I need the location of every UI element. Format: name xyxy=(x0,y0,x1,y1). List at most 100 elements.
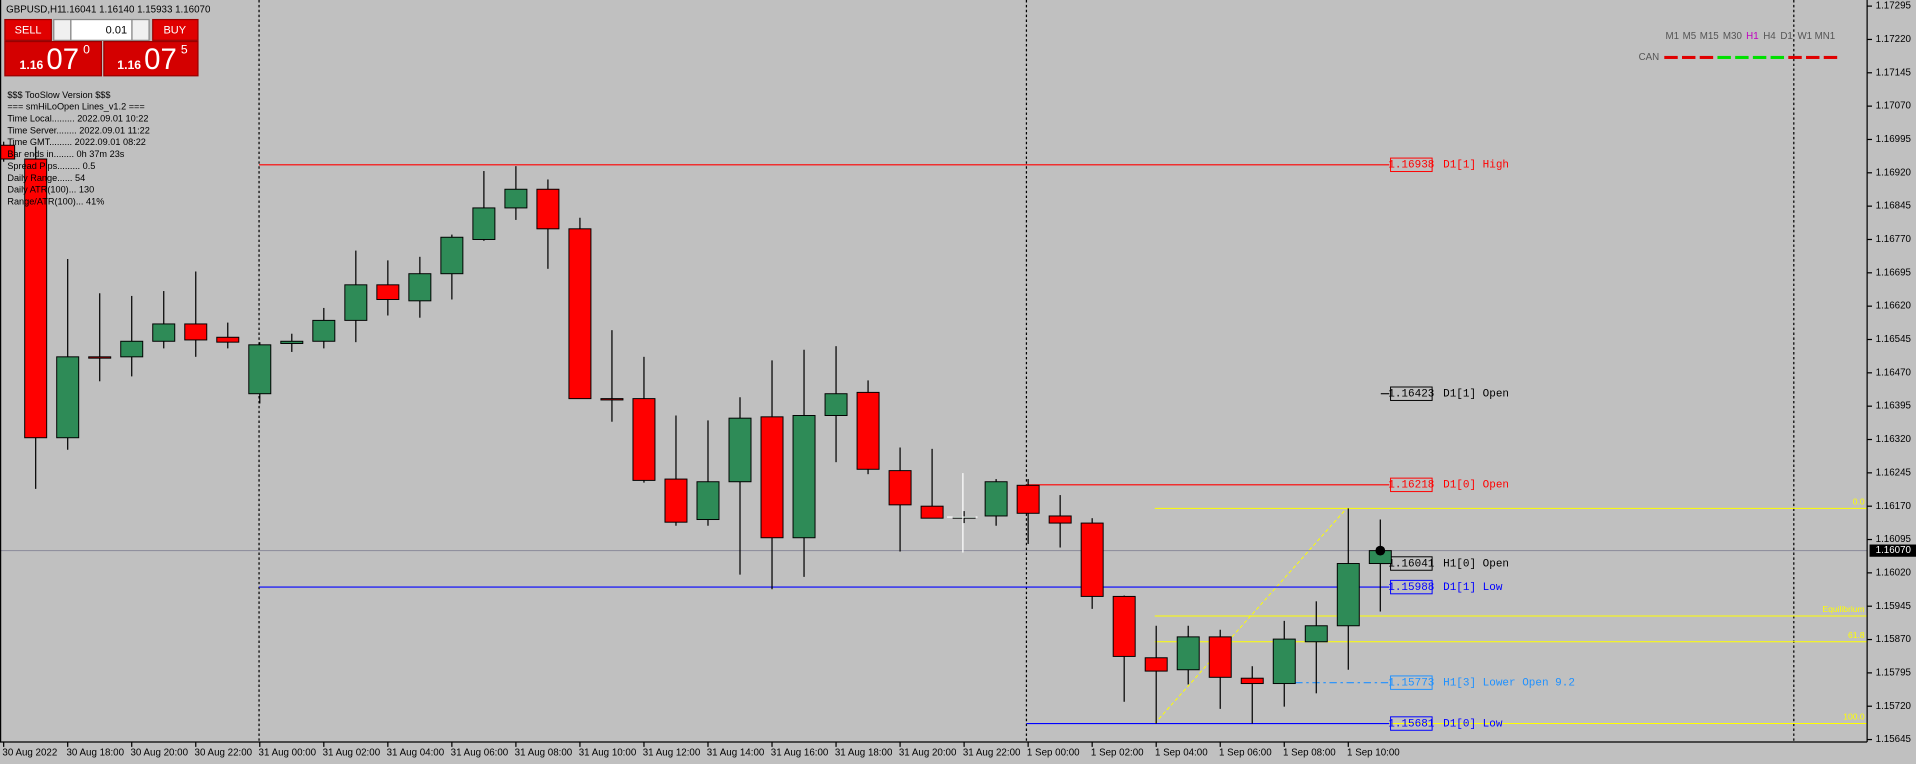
timeframe[interactable]: M15 xyxy=(1700,31,1720,42)
candle-body xyxy=(856,391,880,470)
candle-body xyxy=(536,188,560,230)
fib-label: 100.0 xyxy=(1843,712,1865,722)
bid-box xyxy=(1869,544,1916,557)
sell-price-box[interactable] xyxy=(4,40,103,77)
x-tick-label: 31 Aug 16:00 xyxy=(771,748,829,759)
buy-price-point: 5 xyxy=(181,42,188,56)
info-line: Time GMT......... 2022.09.01 08:22 xyxy=(7,137,146,147)
level-value: 1.15773 xyxy=(1388,678,1434,690)
x-tick-label: 31 Aug 20:00 xyxy=(899,748,957,759)
timeframe[interactable]: H4 xyxy=(1763,31,1776,42)
candle-body xyxy=(312,319,336,342)
info-line: === smHiLoOpen Lines_v1.2 === xyxy=(7,102,144,112)
candle-body xyxy=(696,481,720,521)
ohlc-header: 1.16041 1.16140 1.15933 1.16070 xyxy=(61,4,211,15)
x-tick-label: 30 Aug 2022 xyxy=(2,748,57,759)
y-tick-label: 1.15720 xyxy=(1876,701,1912,712)
y-tick-label: 1.16545 xyxy=(1876,334,1912,345)
timeframe[interactable]: M1 xyxy=(1666,31,1680,42)
candle-body xyxy=(1048,515,1072,524)
candle-body xyxy=(120,340,144,358)
level-value: 1.16938 xyxy=(1388,160,1434,172)
x-tick-label: 31 Aug 12:00 xyxy=(643,748,701,759)
fib-trend xyxy=(1154,508,1347,724)
y-tick-label: 1.16995 xyxy=(1876,134,1912,145)
buy-button[interactable] xyxy=(152,18,199,41)
level-value: 1.16218 xyxy=(1388,480,1434,492)
candle-body xyxy=(632,398,656,481)
buy-price-pips: 07 xyxy=(144,43,177,76)
candle-body xyxy=(1112,595,1136,657)
y-tick-label: 1.16395 xyxy=(1876,401,1912,412)
symbol-title: GBPUSD,H1 xyxy=(6,4,62,15)
x-tick-label: 1 Sep 02:00 xyxy=(1091,748,1144,759)
candle-body xyxy=(152,323,176,342)
lot-up[interactable] xyxy=(131,18,150,41)
y-tick-label: 1.15645 xyxy=(1876,734,1912,745)
candle-body xyxy=(216,336,240,343)
timeframe[interactable]: H1 xyxy=(1746,31,1758,42)
candle-body xyxy=(1080,522,1104,597)
level-box xyxy=(1390,157,1433,173)
y-tick-label: 1.16620 xyxy=(1876,301,1912,312)
candle-body xyxy=(344,284,368,321)
sell-price-big: 1.16 xyxy=(20,58,44,72)
info-line: Daily ATR(100)... 130 xyxy=(7,185,94,195)
level-box xyxy=(1390,386,1433,401)
candle-body xyxy=(1208,636,1232,678)
level-name: D1[0] Open xyxy=(1443,480,1509,492)
timeframe[interactable]: MN1 xyxy=(1815,31,1836,42)
sell-price-pips: 07 xyxy=(46,43,79,76)
level-value: 1.15988 xyxy=(1388,582,1434,594)
x-tick-label: 31 Aug 14:00 xyxy=(707,748,765,759)
y-tick-label: 1.16245 xyxy=(1876,467,1912,478)
level-box xyxy=(1390,716,1433,731)
y-tick-label: 1.17145 xyxy=(1876,67,1912,78)
level-value: 1.15681 xyxy=(1388,718,1435,730)
candle-body xyxy=(1144,657,1168,672)
timeframe[interactable]: D1 xyxy=(1780,31,1792,42)
candle-body xyxy=(440,236,464,275)
sell-button[interactable] xyxy=(4,18,52,41)
candle-body xyxy=(600,398,624,401)
level-value: 1.16423 xyxy=(1388,389,1434,401)
candle-body xyxy=(56,356,80,439)
trade-panel: SELL 0.01 BUY 1.16 07 0 1.16 07 5 xyxy=(4,18,199,77)
candle-body xyxy=(408,273,432,302)
sell-price-point: 0 xyxy=(83,42,90,56)
lot-value: 0.01 xyxy=(106,24,127,36)
timeframe[interactable]: W1 xyxy=(1797,31,1812,42)
info-line: Range/ATR(100)... 41% xyxy=(7,196,104,206)
info-line: Time Server........ 2022.09.01 11:22 xyxy=(7,125,149,135)
level-name: D1[1] Low xyxy=(1443,582,1503,594)
x-tick-label: 30 Aug 20:00 xyxy=(131,748,189,759)
timeframe[interactable]: M5 xyxy=(1683,31,1697,42)
level-name: D1[1] High xyxy=(1443,160,1509,172)
info-line: Daily Range...... 54 xyxy=(7,173,85,183)
price-marker xyxy=(1375,545,1386,556)
level-box xyxy=(1390,675,1433,690)
candle-body xyxy=(1176,636,1200,671)
y-tick-label: 1.16920 xyxy=(1876,167,1912,178)
lot-down[interactable] xyxy=(53,18,72,41)
candle-body xyxy=(184,323,208,341)
x-tick-label: 30 Aug 18:00 xyxy=(66,748,124,759)
y-tick-label: 1.16095 xyxy=(1876,534,1912,545)
y-tick-label: 1.16170 xyxy=(1876,501,1912,512)
x-tick-label: 1 Sep 10:00 xyxy=(1347,748,1400,759)
level-value: 1.16041 xyxy=(1388,558,1435,570)
fib-label: 0.0 xyxy=(1853,497,1865,507)
x-tick-label: 30 Aug 22:00 xyxy=(195,748,253,759)
fib-label: 61.8 xyxy=(1848,630,1865,640)
buy-price-box[interactable] xyxy=(103,40,199,77)
info-line: Bar ends in........ 0h 37m 23s xyxy=(7,149,124,159)
candle-body xyxy=(1016,484,1040,514)
candle-body xyxy=(24,158,48,439)
bid-label: 1.16070 xyxy=(1876,545,1912,556)
level-name: H1[0] Open xyxy=(1443,558,1509,570)
timeframe[interactable]: M30 xyxy=(1723,31,1743,42)
candle-body xyxy=(920,505,944,519)
timeframe-panel: M1 M5 M15 M30 H1 H4 D1 W1 MN1 CAN xyxy=(1639,31,1838,63)
